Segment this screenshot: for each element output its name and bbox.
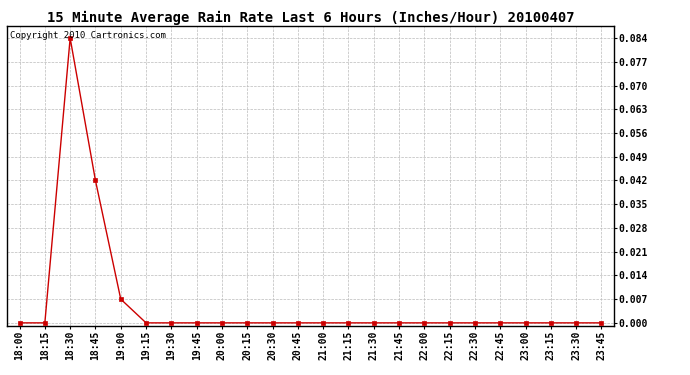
Text: Copyright 2010 Cartronics.com: Copyright 2010 Cartronics.com (10, 31, 166, 40)
Text: 15 Minute Average Rain Rate Last 6 Hours (Inches/Hour) 20100407: 15 Minute Average Rain Rate Last 6 Hours… (47, 11, 574, 26)
